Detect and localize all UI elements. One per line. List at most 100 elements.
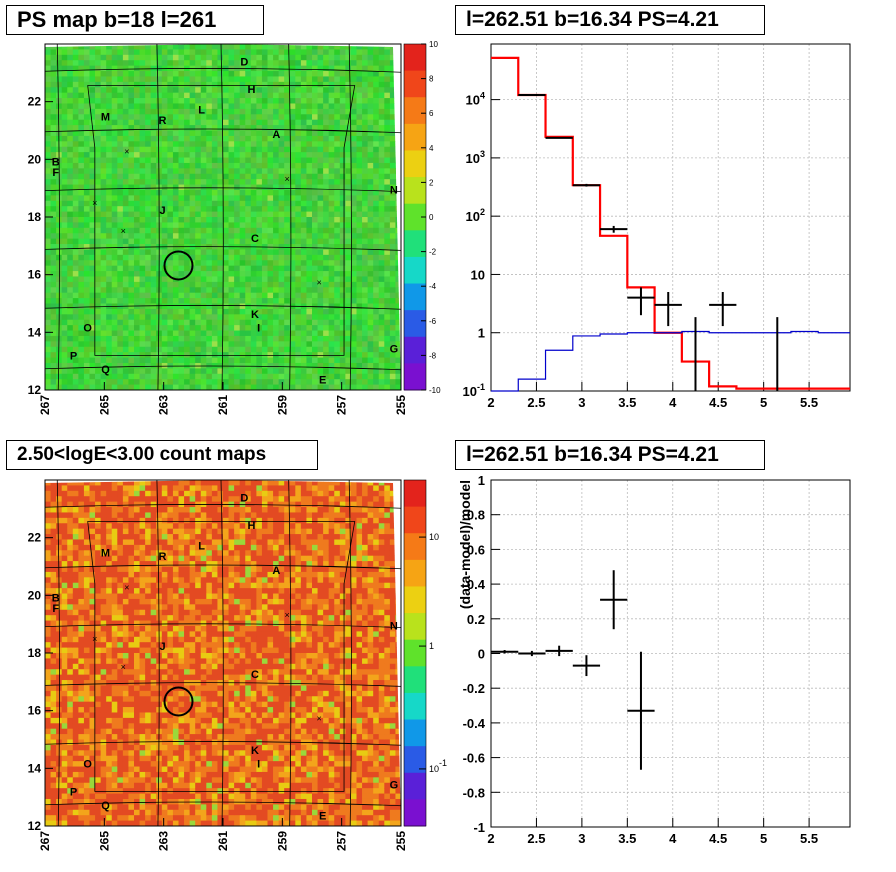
x-tick-label: 263: [157, 395, 171, 415]
colorbar-segment: [404, 506, 426, 534]
colorbar-segment: [404, 310, 426, 338]
spectrum-frame: [490, 43, 851, 392]
source-labels: D H M R L A BF N J C KI O G P Q E × × × × ×: [52, 492, 398, 822]
source-cross: ×: [316, 714, 321, 724]
y-tick-label: 14: [28, 761, 42, 775]
x-tick-label: 265: [97, 395, 111, 415]
y-tick-label: 14: [28, 325, 42, 339]
x-tick-label: 3.5: [618, 831, 636, 846]
x-tick-label: 4: [669, 395, 677, 410]
source-cross: ×: [92, 634, 97, 644]
source-label: D: [240, 492, 248, 504]
source-label: A: [272, 129, 280, 141]
source-label: N: [390, 184, 398, 196]
source-label: A: [272, 565, 280, 577]
source-label: D: [240, 56, 248, 68]
x-tick-label: 2: [487, 395, 494, 410]
x-tick-label: 5.5: [800, 395, 818, 410]
x-tick-label: 257: [335, 831, 349, 851]
x-tick-label: 3.5: [618, 395, 636, 410]
y-tick-label: -1: [473, 820, 485, 835]
y-tick-label: 103: [466, 149, 485, 166]
x-tick-label: 2.5: [527, 831, 545, 846]
y-tick-label: 0.4: [467, 577, 486, 592]
source-label: K: [251, 309, 259, 321]
source-label: H: [248, 84, 256, 96]
map-axes: 267 265 263 261 259 257 255 12 14 16 18 20 22: [28, 95, 408, 415]
map-axes: 267 265 263 261 259 257 255 12 14 16 18 20 22: [28, 531, 408, 851]
colorbar-segment: [404, 772, 426, 800]
colorbar-tick-label: -6: [429, 317, 437, 326]
source-label: R: [159, 551, 167, 563]
colorbar-segment: [404, 692, 426, 721]
source-cross: ×: [92, 198, 97, 208]
source-cross: ×: [284, 174, 289, 184]
y-tick-label: 102: [466, 207, 485, 224]
y-tick-label: 0: [478, 647, 485, 662]
data-point: [545, 136, 573, 139]
colorbar-tick-label: -8: [429, 351, 437, 360]
x-tick-label: 259: [275, 831, 289, 851]
x-tick-label: 3: [578, 831, 585, 846]
y-tick-label: 12: [28, 819, 42, 833]
x-tick-label: 257: [335, 395, 349, 415]
model-step-red: [491, 56, 850, 390]
colorbar-tick-label: 10: [429, 532, 439, 542]
y-tick-label: 10-1: [463, 382, 485, 399]
x-tick-label: 265: [97, 831, 111, 851]
colorbar-segment: [404, 123, 426, 151]
source-label: H: [248, 520, 256, 532]
residual-plot: 2 2.5 3 3.5 4 4.5 5 5.5 1 0.8 0.6 0.4 0.2 0 -0.2 -0.4 -0…: [457, 473, 851, 846]
x-tick-label: 267: [38, 395, 52, 415]
x-tick-label: 255: [394, 831, 408, 851]
source-label: J: [159, 641, 165, 653]
colorbar: 10 1 10-1: [403, 479, 447, 827]
source-label: J: [159, 205, 165, 217]
source-label: G: [390, 344, 399, 356]
x-tick-label: 2.5: [527, 395, 545, 410]
source-label: O: [83, 759, 92, 771]
colorbar-tick-label: 10: [429, 40, 438, 49]
colorbar-segment: [404, 480, 426, 508]
y-tick-label: 22: [28, 95, 42, 109]
source-label: P: [70, 786, 77, 798]
source-label: C: [251, 233, 259, 245]
region-boundary: [87, 85, 356, 356]
colorbar-segment: [404, 203, 426, 231]
colorbar-segment: [404, 230, 426, 258]
y-axis-label: (data-model)/model: [457, 480, 473, 609]
spectrum-plot: 2 2.5 3 3.5 4 4.5 5 5.5 10-1 1 10 102 103 104: [463, 43, 851, 410]
source-label: N: [390, 620, 398, 632]
source-label: M: [101, 112, 110, 124]
source-cross: ×: [316, 278, 321, 288]
colorbar-segment: [404, 613, 426, 641]
y-tick-label: 1: [478, 326, 485, 341]
count-map-plot: D H M R L A BF N J C KI O G P Q E × × × × × 267 265 263 261 259 25…: [28, 479, 447, 851]
x-tick-label: 5.5: [800, 831, 818, 846]
source-cross: ×: [284, 610, 289, 620]
x-tick-label: 4: [669, 831, 677, 846]
source-label: L: [198, 105, 205, 117]
colorbar-segment: [404, 283, 426, 311]
x-tick-label: 261: [216, 395, 230, 415]
x-tick-label: 3: [578, 395, 585, 410]
y-tick-label: 16: [28, 704, 42, 718]
x-tick-label: 4.5: [709, 831, 727, 846]
source-label: B: [52, 157, 60, 169]
source-label: M: [101, 548, 110, 560]
source-label: I: [257, 323, 260, 335]
map-cells: [45, 480, 401, 826]
y-tick-label: 0.8: [467, 508, 485, 523]
residual-axes: 2 2.5 3 3.5 4 4.5 5 5.5 1 0.8 0.6 0.4 0.2 0 -0.2 -0.4 -0…: [457, 473, 818, 846]
data-point: [572, 183, 601, 187]
source-cross: ×: [124, 582, 129, 592]
source-label: K: [251, 745, 259, 757]
data-point: [654, 291, 682, 327]
colorbar: 10 8 6 4 2 0 -2 -4 -6 -8 -10: [403, 40, 441, 395]
y-tick-label: -0.6: [463, 751, 485, 766]
model-step-blue: [491, 330, 850, 392]
colorbar-segment: [404, 44, 426, 72]
source-label: G: [390, 780, 399, 792]
y-tick-label: 18: [28, 646, 42, 660]
residual-title: l=262.51 b=16.34 PS=4.21: [455, 440, 765, 470]
